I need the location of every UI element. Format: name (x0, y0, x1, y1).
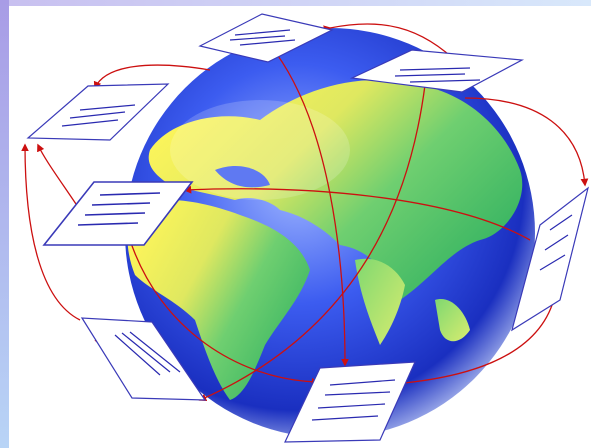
india (355, 258, 405, 345)
arrow (183, 185, 531, 241)
document (511, 186, 590, 332)
africa (127, 199, 310, 400)
arrow (37, 143, 81, 211)
highlight (170, 100, 350, 200)
globe (125, 28, 535, 438)
arrow (464, 97, 589, 187)
arrow (21, 143, 81, 321)
documents (26, 13, 590, 443)
arrow (269, 44, 349, 367)
eurasia (148, 79, 523, 301)
top-strip (9, 0, 591, 6)
arrow (198, 84, 426, 402)
sea (215, 165, 270, 188)
document (42, 181, 194, 246)
document (198, 13, 334, 63)
arrow (129, 239, 320, 386)
document (80, 317, 207, 401)
southeast-asia (435, 299, 470, 342)
document (349, 49, 525, 93)
arrow (93, 64, 211, 90)
arrow (379, 293, 558, 386)
side-strip (0, 0, 9, 448)
document (26, 83, 170, 141)
document (284, 361, 416, 443)
